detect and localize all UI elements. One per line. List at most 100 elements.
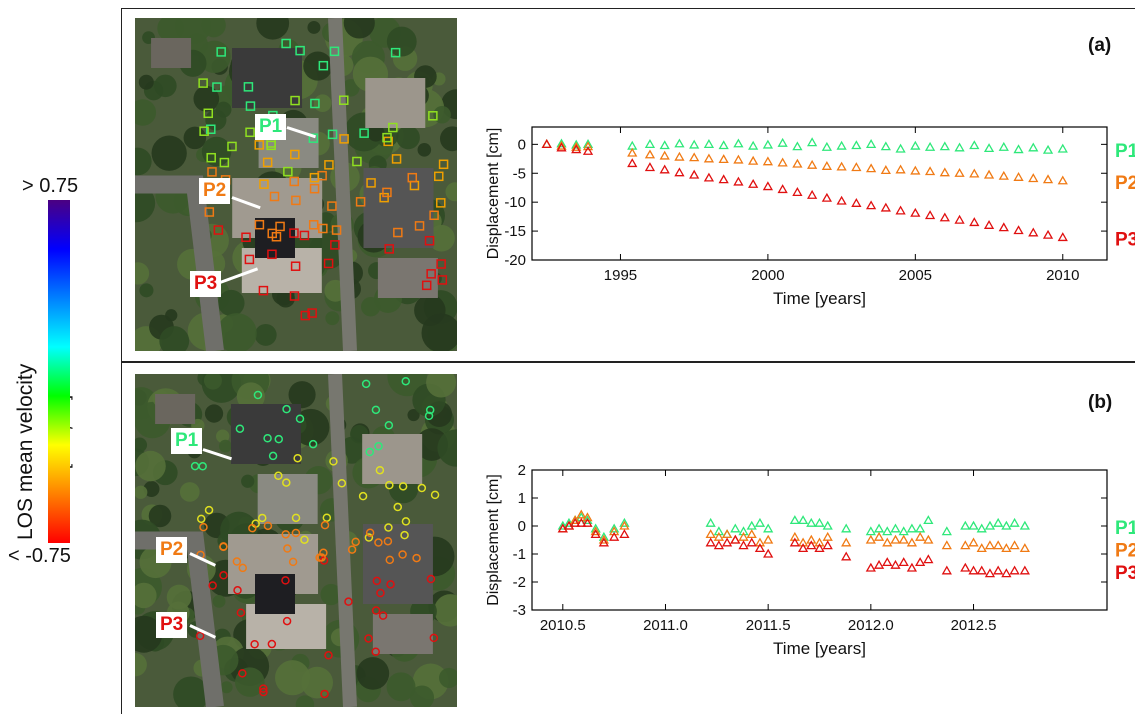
data-point-p2 <box>762 156 774 166</box>
data-point-p2 <box>960 540 971 550</box>
series-label-p1: P1 <box>1115 141 1135 162</box>
data-point-p1 <box>733 138 744 148</box>
data-point-p2 <box>590 526 601 536</box>
data-point-p1 <box>976 523 987 533</box>
data-point-p3 <box>1009 565 1020 575</box>
data-point-p2 <box>910 165 921 175</box>
y-tick-label: -5 <box>513 165 526 182</box>
data-point-p3 <box>590 529 601 539</box>
data-point-p3 <box>571 144 582 154</box>
data-point-p1 <box>915 523 926 533</box>
data-point-p3 <box>797 543 809 553</box>
y-tick-label: -10 <box>504 194 526 211</box>
data-point-p2 <box>865 163 877 173</box>
data-point-p1 <box>969 140 980 150</box>
data-point-p2 <box>1057 175 1068 185</box>
data-point-p3 <box>807 189 818 199</box>
data-point-p2 <box>873 531 885 541</box>
map-b-label-p2: P2 <box>156 537 188 563</box>
data-point-p3 <box>969 217 980 227</box>
data-point-p1 <box>777 137 788 147</box>
map-a-label-p2: P2 <box>199 178 231 204</box>
map-b-label-p1: P1 <box>171 428 203 454</box>
data-point-p1 <box>674 138 685 148</box>
data-point-p3 <box>968 565 979 575</box>
data-point-p3 <box>619 529 630 539</box>
data-point-p2 <box>968 537 979 547</box>
y-tick-label: -20 <box>504 252 526 269</box>
panel-a-letter: (a) <box>1088 35 1112 56</box>
data-point-p1 <box>763 523 774 533</box>
data-point-p1 <box>865 526 876 536</box>
data-point-p2 <box>619 520 630 530</box>
data-point-p2 <box>954 167 965 177</box>
data-point-p1 <box>1013 144 1024 154</box>
data-point-p2 <box>789 531 800 541</box>
colorbar-min-label: < -0.75 <box>8 545 71 567</box>
data-point-p3 <box>792 187 803 196</box>
data-point-p2 <box>880 165 891 175</box>
data-point-p3 <box>898 557 909 567</box>
data-point-p2 <box>556 140 567 150</box>
data-point-p3 <box>789 537 800 547</box>
data-point-p2 <box>1001 543 1012 553</box>
data-point-p1 <box>1001 520 1012 530</box>
data-point-p1 <box>906 523 918 533</box>
data-point-p2 <box>738 531 749 541</box>
data-point-p1 <box>954 142 965 152</box>
data-point-p2 <box>915 531 926 541</box>
map-a-label-p3: P3 <box>190 271 222 297</box>
data-point-p1 <box>873 523 885 533</box>
y-tick-label: -15 <box>504 223 526 240</box>
data-point-p2 <box>644 149 656 159</box>
data-point-p1 <box>1009 517 1020 527</box>
y-axis-label: Displacement [cm] <box>485 474 502 606</box>
data-point-p2 <box>993 540 1004 550</box>
satellite-imagery <box>135 18 457 351</box>
data-point-p3 <box>721 537 733 547</box>
data-point-p3 <box>851 198 862 207</box>
data-point-p3 <box>777 184 788 194</box>
data-point-p3 <box>1057 232 1068 242</box>
data-point-p2 <box>721 529 733 539</box>
satellite-map-a <box>135 18 457 351</box>
data-point-p1 <box>792 141 803 151</box>
data-point-p3 <box>915 557 926 567</box>
data-point-p1 <box>822 520 833 530</box>
data-point-p1 <box>806 517 817 527</box>
data-point-p2 <box>983 169 995 179</box>
plot-frame <box>531 469 1108 611</box>
data-point-p2 <box>777 157 788 167</box>
data-point-p3 <box>738 540 749 550</box>
data-point-p3 <box>713 540 724 550</box>
data-point-p2 <box>1042 174 1054 184</box>
data-point-p3 <box>1042 229 1054 239</box>
data-point-p3 <box>865 562 876 572</box>
data-point-p3 <box>814 543 825 553</box>
data-point-p2 <box>792 158 803 168</box>
data-point-p3 <box>627 158 638 168</box>
plot-frame <box>531 126 1108 261</box>
data-point-p2 <box>674 151 685 161</box>
data-point-p1 <box>705 517 716 527</box>
data-point-p1 <box>924 141 936 151</box>
data-point-p3 <box>865 200 877 210</box>
x-axis-label: Time [years] <box>773 289 866 308</box>
data-point-p3 <box>984 568 996 578</box>
x-tick-label: 2012.5 <box>951 617 997 634</box>
data-point-p1 <box>754 517 766 527</box>
x-tick-label: 2011.5 <box>746 617 791 634</box>
data-point-p2 <box>939 167 950 177</box>
series-label-p1: P1 <box>1115 518 1135 539</box>
y-tick-label: -1 <box>513 546 526 563</box>
data-point-p1 <box>939 141 950 151</box>
series-label-p2: P2 <box>1115 540 1135 561</box>
data-point-p1 <box>746 520 757 530</box>
data-point-p2 <box>851 162 862 172</box>
y-tick-label: 1 <box>518 490 526 507</box>
chart-b: 2010.5 2011.0 2011.5 2012.0 2012.5 -3 -2 -1 0 1 2 T… <box>485 462 1135 658</box>
x-tick-label: 2011.0 <box>643 617 688 634</box>
data-point-p2 <box>582 512 593 522</box>
data-point-p3 <box>576 517 587 527</box>
colorbar-title: LOS mean velocity <box>14 363 37 540</box>
